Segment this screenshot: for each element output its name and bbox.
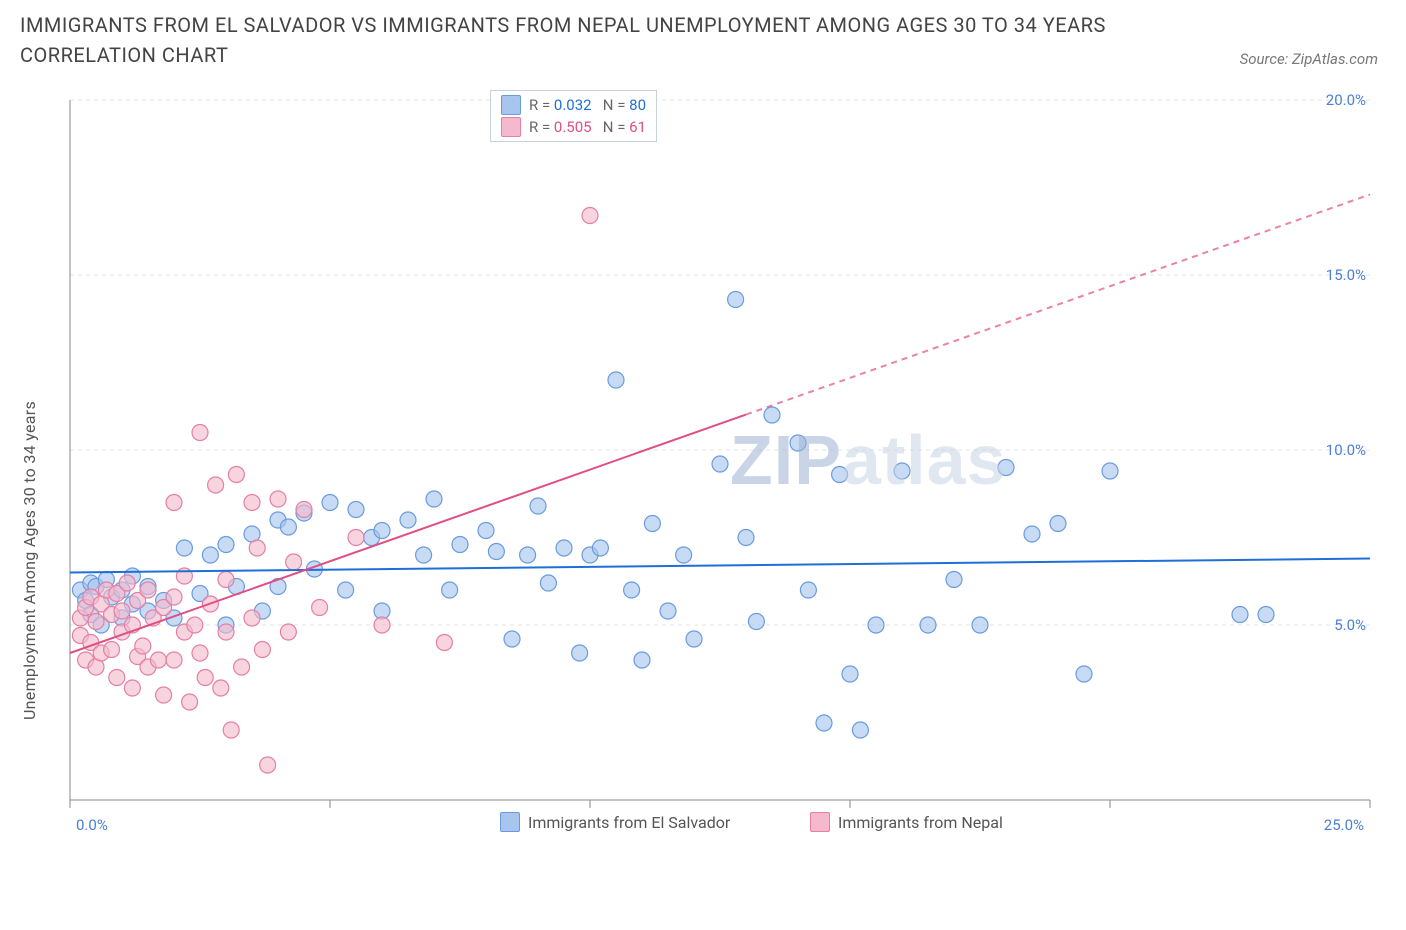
svg-text:10.0%: 10.0% xyxy=(1326,441,1366,459)
scatter-chart: 5.0%10.0%15.0%20.0%0.0%25.0% ZIPatlas R … xyxy=(60,90,1380,850)
svg-text:5.0%: 5.0% xyxy=(1334,616,1366,634)
svg-text:25.0%: 25.0% xyxy=(1324,816,1364,834)
stats-legend-row: R = 0.505 N = 61 xyxy=(501,117,646,137)
svg-text:15.0%: 15.0% xyxy=(1326,266,1366,284)
y-axis-label: Unemployment Among Ages 30 to 34 years xyxy=(20,401,39,720)
stats-legend-row: R = 0.032 N = 80 xyxy=(501,95,646,115)
legend-swatch xyxy=(501,117,521,137)
legend-stats-text: R = 0.032 N = 80 xyxy=(529,96,646,114)
legend-series-label: Immigrants from Nepal xyxy=(838,813,1003,832)
legend-swatch xyxy=(810,812,830,832)
legend-stats-text: R = 0.505 N = 61 xyxy=(529,118,646,136)
stats-legend: R = 0.032 N = 80 R = 0.505 N = 61 xyxy=(490,90,657,142)
chart-svg: 5.0% 10.0% 15.0% 20.0% 0.0% 25.0% xyxy=(60,90,1380,850)
svg-text:0.0%: 0.0% xyxy=(76,816,108,834)
series-legend-el-salvador: Immigrants from El Salvador xyxy=(500,812,730,832)
legend-swatch xyxy=(500,812,520,832)
legend-series-label: Immigrants from El Salvador xyxy=(528,813,730,832)
legend-swatch xyxy=(501,95,521,115)
source-label: Source: ZipAtlas.com xyxy=(1240,50,1378,68)
series-legend-nepal: Immigrants from Nepal xyxy=(810,812,1003,832)
chart-title: IMMIGRANTS FROM EL SALVADOR VS IMMIGRANT… xyxy=(20,10,1120,70)
svg-text:20.0%: 20.0% xyxy=(1326,91,1366,109)
